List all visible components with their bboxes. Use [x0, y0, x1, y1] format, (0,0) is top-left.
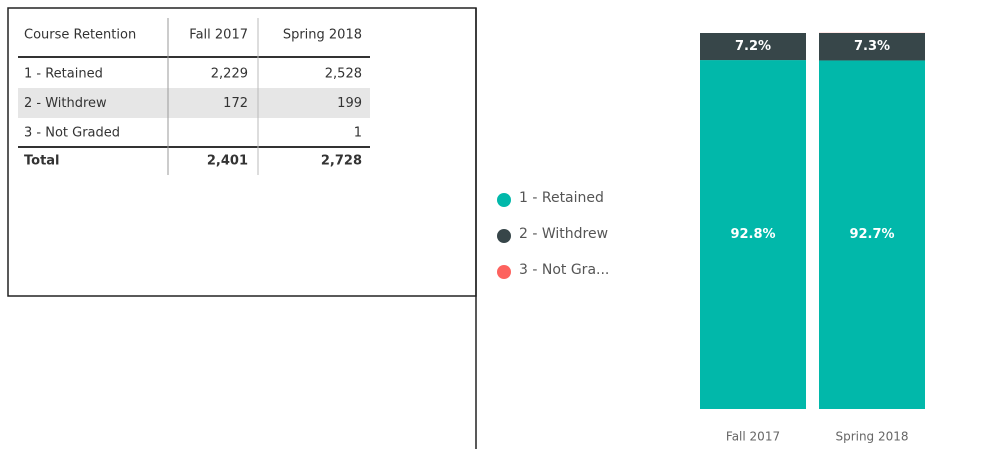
table-cell: 2,528: [325, 67, 362, 82]
table-frame: [7, 7, 477, 297]
x-tick-label: Spring 2018: [835, 430, 908, 444]
table-cell: 199: [337, 96, 362, 111]
legend-swatch: [497, 193, 511, 207]
bar-segment: [700, 60, 806, 410]
legend-label: 2 - Withdrew: [519, 226, 608, 242]
total-cell: Total: [24, 154, 60, 169]
header-cell: Fall 2017: [189, 28, 248, 43]
header-cell: Spring 2018: [283, 28, 362, 43]
table-cell: 1: [354, 126, 362, 141]
total-cell: 2,401: [207, 154, 248, 169]
table-cell: 2,229: [211, 67, 248, 82]
data-label: 92.7%: [849, 227, 894, 242]
legend-label: 1 - Retained: [519, 190, 604, 206]
total-cell: 2,728: [321, 154, 362, 169]
bar-segment: [819, 60, 925, 409]
row-highlight: [18, 88, 370, 118]
legend-label: 3 - Not Gra...: [519, 262, 609, 278]
header-cell: Course Retention: [24, 28, 136, 43]
x-tick-label: Fall 2017: [726, 430, 780, 444]
table-cell: 1 - Retained: [24, 67, 103, 82]
table-cell: 172: [223, 96, 248, 111]
data-label: 7.2%: [735, 39, 771, 54]
table-cell: 2 - Withdrew: [24, 96, 107, 111]
legend-swatch: [497, 265, 511, 279]
data-label: 92.8%: [730, 227, 775, 242]
bar-segment: [819, 33, 925, 61]
data-label: 7.3%: [854, 39, 890, 54]
legend-swatch: [497, 229, 511, 243]
bar-segment: [700, 33, 806, 61]
table-cell: 3 - Not Graded: [24, 126, 120, 141]
